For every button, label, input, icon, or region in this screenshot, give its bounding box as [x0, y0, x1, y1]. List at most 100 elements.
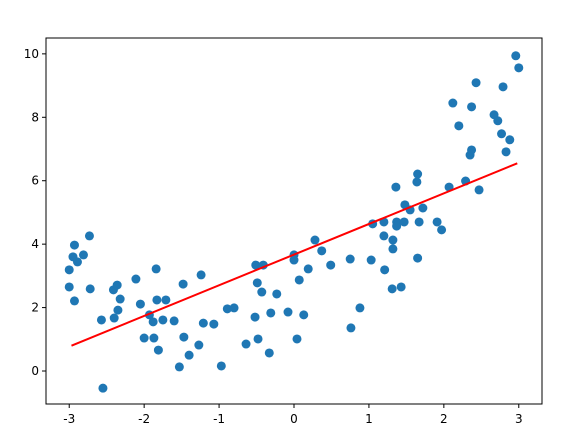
- point: [252, 278, 262, 288]
- point: [467, 102, 477, 112]
- point: [222, 304, 232, 314]
- point: [303, 264, 313, 274]
- point: [194, 340, 204, 350]
- point: [178, 279, 188, 289]
- point: [412, 177, 422, 187]
- point: [437, 225, 447, 235]
- point: [355, 303, 365, 313]
- y-tick-label: 8: [31, 110, 39, 124]
- point: [257, 287, 267, 297]
- x-tick-label: 2: [440, 412, 448, 426]
- point: [292, 334, 302, 344]
- point: [158, 315, 168, 325]
- point: [467, 145, 477, 155]
- point: [253, 334, 263, 344]
- point: [414, 217, 424, 227]
- x-tick-label: 0: [290, 412, 298, 426]
- point: [109, 313, 119, 323]
- point: [184, 350, 194, 360]
- point: [418, 203, 428, 213]
- point: [69, 240, 79, 250]
- point: [153, 345, 163, 355]
- point: [272, 289, 282, 299]
- point: [399, 217, 409, 227]
- point: [98, 383, 108, 393]
- point: [72, 257, 82, 267]
- point: [396, 282, 406, 292]
- x-tick-label: -1: [213, 412, 225, 426]
- point: [366, 255, 376, 265]
- point: [498, 82, 508, 92]
- point: [511, 51, 521, 61]
- point: [283, 307, 293, 317]
- point: [152, 295, 162, 305]
- point: [501, 147, 511, 157]
- point: [135, 299, 145, 309]
- point: [64, 265, 74, 275]
- point: [326, 260, 336, 270]
- point: [387, 284, 397, 294]
- point: [229, 303, 239, 313]
- point: [161, 295, 171, 305]
- point: [131, 274, 141, 284]
- point: [64, 282, 74, 292]
- point: [78, 250, 88, 260]
- point: [264, 348, 274, 358]
- point: [432, 217, 442, 227]
- point: [241, 339, 251, 349]
- point: [266, 308, 276, 318]
- point: [209, 319, 219, 329]
- point: [96, 315, 106, 325]
- point: [85, 284, 95, 294]
- point: [346, 323, 356, 333]
- point: [413, 253, 423, 263]
- y-tick-label: 6: [31, 174, 39, 188]
- point: [448, 98, 458, 108]
- point: [151, 264, 161, 274]
- point: [169, 316, 179, 326]
- point: [112, 280, 122, 290]
- axes-frame: [45, 37, 543, 405]
- point: [493, 116, 503, 126]
- point: [299, 310, 309, 320]
- point: [505, 135, 515, 145]
- point: [379, 231, 389, 241]
- point: [148, 317, 158, 327]
- point: [380, 265, 390, 275]
- point: [388, 244, 398, 254]
- point: [139, 333, 149, 343]
- x-tick-label: 3: [515, 412, 523, 426]
- x-tick-label: -3: [63, 412, 75, 426]
- point: [69, 296, 79, 306]
- point: [514, 63, 524, 73]
- point: [196, 270, 206, 280]
- point: [294, 275, 304, 285]
- point: [345, 254, 355, 264]
- point: [84, 231, 94, 241]
- point: [250, 312, 260, 322]
- point: [474, 185, 484, 195]
- point: [388, 235, 398, 245]
- point: [216, 361, 226, 371]
- x-tick-label: -2: [138, 412, 150, 426]
- point: [113, 305, 123, 315]
- y-tick-label: 10: [24, 47, 39, 61]
- point: [149, 333, 159, 343]
- point: [391, 182, 401, 192]
- point: [392, 221, 402, 231]
- point: [317, 246, 327, 256]
- point: [251, 260, 261, 270]
- point: [115, 294, 125, 304]
- point: [310, 235, 320, 245]
- point: [497, 129, 507, 139]
- point: [174, 362, 184, 372]
- point: [289, 255, 299, 265]
- point: [198, 318, 208, 328]
- x-tick-label: 1: [365, 412, 373, 426]
- y-tick-label: 2: [31, 301, 39, 315]
- point: [413, 169, 423, 179]
- y-tick-label: 0: [31, 364, 39, 378]
- y-tick-label: 4: [31, 237, 39, 251]
